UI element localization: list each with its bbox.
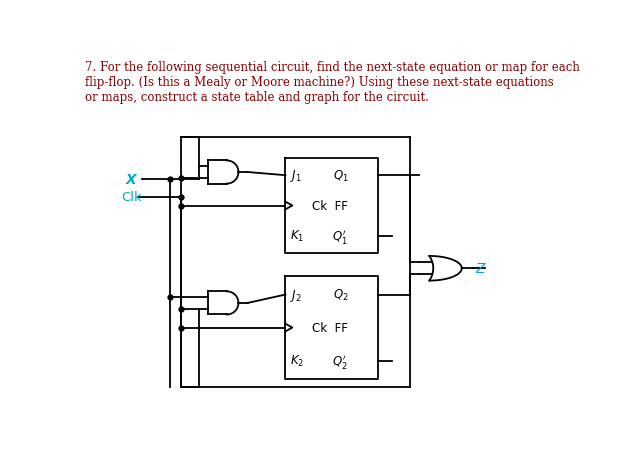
Text: Ck  FF: Ck FF (312, 200, 347, 213)
Text: $Q_1$: $Q_1$ (333, 168, 349, 183)
Text: $J_2$: $J_2$ (290, 287, 302, 303)
Text: $Q_1'$: $Q_1'$ (332, 227, 347, 245)
Text: Clk: Clk (122, 191, 142, 204)
Text: Ck  FF: Ck FF (312, 321, 347, 334)
Text: $K_1$: $K_1$ (290, 229, 304, 244)
Text: X: X (125, 173, 136, 186)
Text: $J_1$: $J_1$ (290, 168, 302, 184)
Text: $Q_2$: $Q_2$ (333, 287, 349, 302)
Text: Z: Z (476, 262, 485, 276)
Text: 7. For the following sequential circuit, find the next-state equation or map for: 7. For the following sequential circuit,… (85, 61, 580, 104)
Text: $K_2$: $K_2$ (290, 353, 304, 368)
Text: $Q_2'$: $Q_2'$ (332, 352, 347, 370)
